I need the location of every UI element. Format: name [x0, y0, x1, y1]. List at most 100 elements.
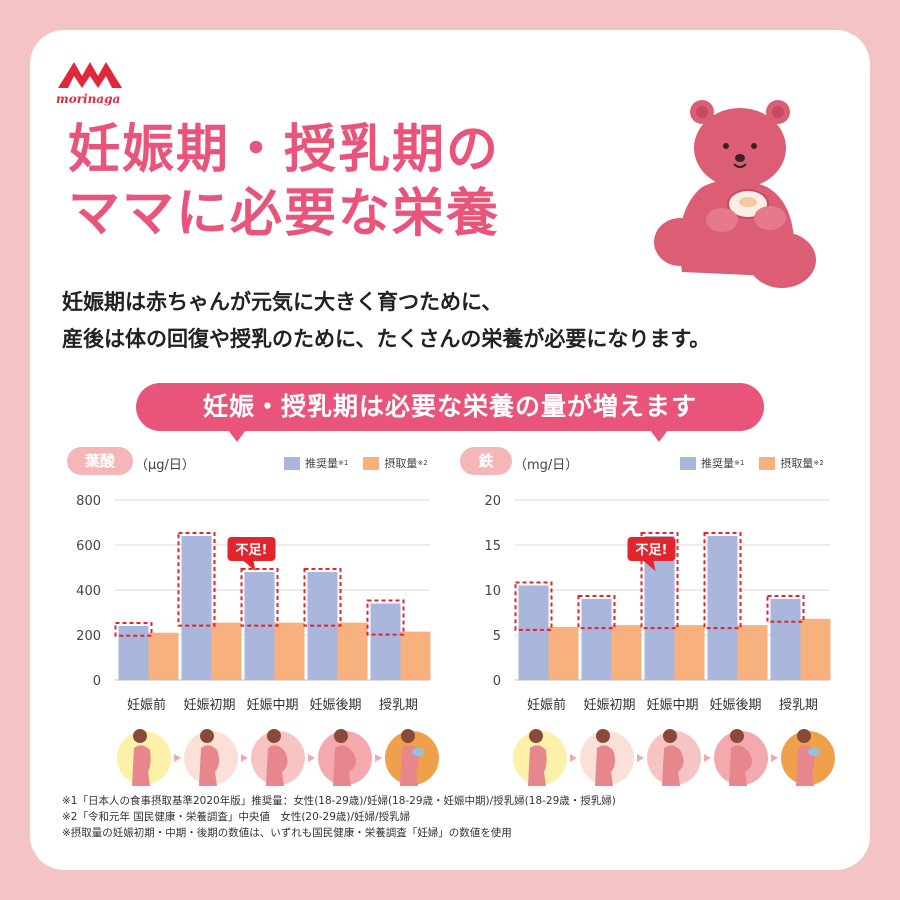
y-tick-label: 0: [93, 674, 101, 689]
next-arrow-icon: [771, 754, 778, 762]
footnote-2: ※2「令和元年 国民健康・栄養調査」中央値 女性(20-29歳)/妊婦/授乳婦: [62, 811, 411, 823]
next-arrow-icon: [308, 754, 315, 762]
bar-recommended: [518, 585, 549, 680]
info-card: morinaga 妊娠期・授乳期の ママに必要な栄養 妊娠期は赤ちゃんが: [30, 30, 870, 870]
folic-acid-chart: 0 200 400 600 800 妊娠前 妊娠初期 妊娠中期 妊娠後期 授乳期 不足!: [76, 494, 431, 713]
bar-recommended: [707, 536, 738, 680]
y-tick-label: 600: [76, 539, 101, 554]
y-tick-label: 15: [484, 539, 501, 554]
callout-text: 不足!: [636, 543, 668, 558]
legend-recommended-swatch: [284, 456, 300, 470]
nursing-mother-icon: [385, 729, 439, 786]
stage-body: [796, 745, 815, 786]
pregnant-woman-late-icon: [318, 729, 382, 786]
baby-icon: [412, 748, 424, 756]
bar-intake: [337, 622, 368, 680]
legend-left: 推奨量 ※1 摂取量 ※2: [284, 455, 428, 471]
footnote-3: ※摂取量の妊娠初期・中期・後期の数値は、いずれも国民健康・栄養調査「妊婦」の数値…: [62, 827, 512, 839]
bar-recommended: [581, 599, 612, 680]
stage-head: [334, 729, 348, 743]
shortage-outline: [303, 568, 342, 627]
callout-box: [627, 537, 676, 561]
shortage-outline: [114, 622, 153, 637]
bar-intake: [274, 622, 305, 680]
iron-unit: （mg/日）: [514, 458, 579, 473]
legend-intake-label: 摂取量: [780, 457, 814, 470]
stage-head: [663, 729, 677, 743]
bar-intake: [148, 632, 179, 680]
bar-intake: [674, 625, 705, 680]
callout-tail: [643, 561, 656, 571]
next-arrow-icon: [637, 754, 644, 762]
stage-head: [730, 729, 744, 743]
stage-head: [596, 729, 610, 743]
stage-body: [528, 745, 547, 786]
bar-intake: [400, 631, 431, 680]
x-tick-label: 妊娠中期: [246, 698, 298, 713]
baby-icon: [808, 748, 820, 756]
y-tick-label: 10: [484, 584, 501, 599]
stage-head: [797, 729, 811, 743]
pregnant-woman-mid-icon: [251, 729, 315, 786]
y-tick-label: 200: [76, 629, 101, 644]
stage-body: [729, 745, 753, 786]
stage-body: [333, 745, 357, 786]
next-arrow-icon: [570, 754, 577, 762]
stage-icons-right: [506, 722, 846, 792]
iron-chart: 0 5 10 15 20 妊娠前 妊娠初期 妊娠中期 妊娠後期 授乳期 不足!: [484, 494, 831, 713]
next-arrow-icon: [241, 754, 248, 762]
pregnant-woman-early-icon: [117, 729, 181, 786]
x-tick-label: 妊娠初期: [183, 698, 235, 713]
next-arrow-icon: [174, 754, 181, 762]
stage-head: [133, 729, 147, 743]
section-banner: 妊娠・授乳期は必要な栄養の量が増えます: [136, 383, 764, 431]
bar-intake: [548, 626, 579, 680]
footnote-1: ※1「日本人の食事摂取基準2020年版」推奨量：女性(18-29歳)/妊婦(18…: [62, 795, 616, 807]
stage-body: [199, 745, 220, 786]
y-tick-label: 20: [484, 494, 501, 509]
x-tick-label: 妊娠前: [527, 697, 566, 713]
y-tick-label: 400: [76, 584, 101, 599]
iron-label: 鉄: [460, 447, 512, 475]
nursing-mother-icon: [781, 729, 835, 786]
bear-mascot-icon: [642, 92, 822, 302]
title-line-1: 妊娠期・授乳期の: [68, 120, 501, 180]
folic-acid-label: 葉酸: [67, 447, 133, 475]
legend-intake-swatch: [759, 456, 776, 470]
callout-box: [227, 537, 276, 561]
stage-body: [595, 745, 616, 786]
legend-recommended-note: ※1: [338, 459, 349, 467]
shortage-outline: [766, 595, 805, 623]
intro-line-2: 産後は体の回復や授乳のために、たくさんの栄養が必要になります。: [62, 327, 711, 351]
x-tick-label: 授乳期: [379, 698, 418, 713]
y-tick-label: 0: [493, 674, 501, 689]
shortage-outline: [177, 532, 216, 627]
x-tick-label: 妊娠後期: [309, 698, 361, 713]
brand-name: morinaga: [56, 92, 121, 106]
shortage-outline: [514, 581, 553, 631]
shortage-outline: [703, 532, 742, 630]
pregnant-woman-first-trimester-icon: [184, 729, 248, 786]
stage-body: [662, 745, 684, 786]
shortage-outline: [240, 568, 279, 627]
stage-head: [267, 729, 281, 743]
shortage-callout: 不足!: [227, 537, 276, 571]
legend-intake-label: 摂取量: [384, 457, 418, 470]
bar-intake: [211, 622, 242, 680]
callout-tail: [243, 561, 256, 571]
x-tick-label: 妊娠前: [127, 697, 166, 713]
x-tick-label: 妊娠初期: [583, 698, 635, 713]
pregnant-woman-late-icon: [714, 729, 778, 786]
y-tick-label: 800: [76, 494, 101, 509]
legend-recommended-swatch: [680, 456, 696, 470]
brand-logo: morinaga: [56, 56, 136, 106]
legend-recommended-label: 推奨量: [701, 457, 734, 470]
legend-recommended-note: ※1: [734, 459, 745, 467]
pregnant-woman-mid-icon: [647, 729, 711, 786]
title-line-2: ママに必要な栄養: [68, 184, 501, 244]
bar-intake: [611, 625, 642, 680]
stage-body: [266, 745, 288, 786]
bar-recommended: [181, 536, 212, 680]
pregnant-woman-first-trimester-icon: [580, 729, 644, 786]
stage-head: [200, 729, 214, 743]
